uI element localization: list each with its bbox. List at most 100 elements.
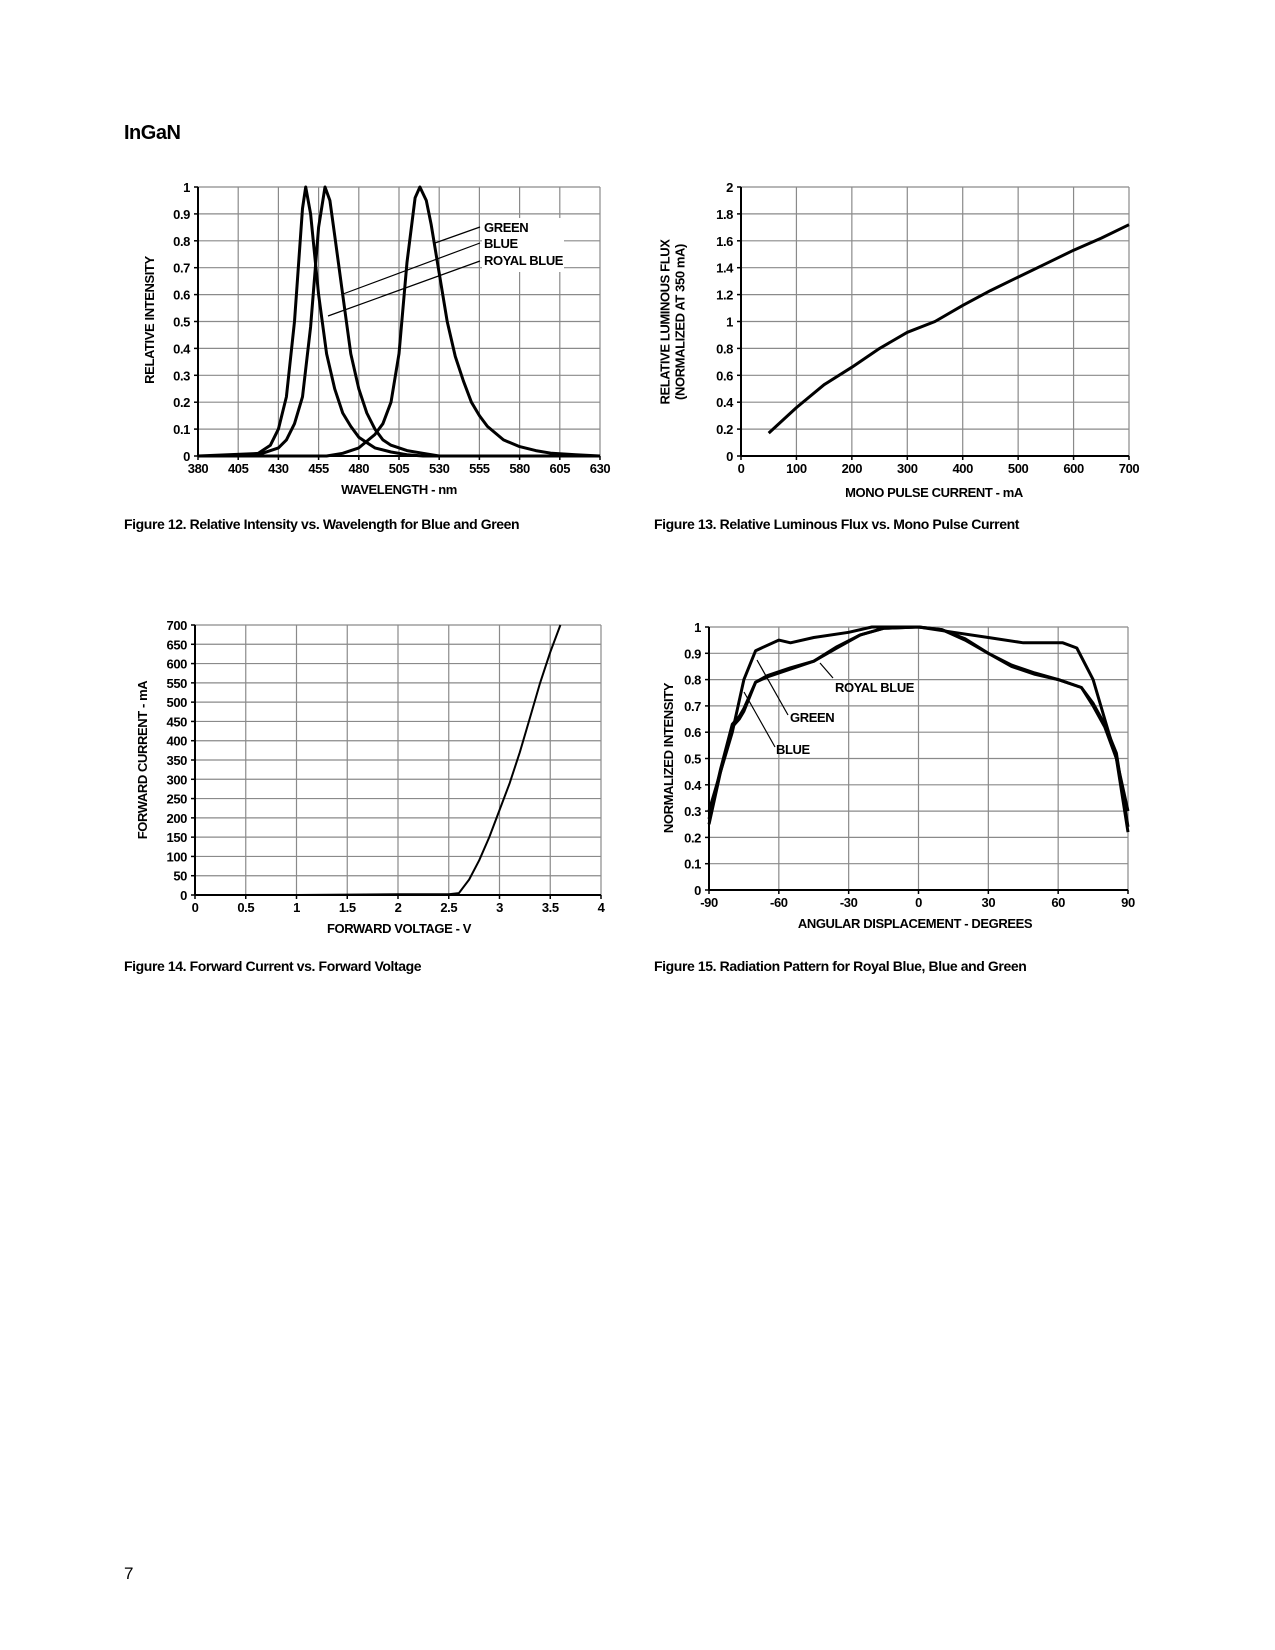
y-tick-label: 0.2 xyxy=(173,395,190,410)
x-tick-label: 480 xyxy=(349,461,370,476)
figure-12-caption: Figure 12. Relative Intensity vs. Wavele… xyxy=(124,516,520,532)
x-tick-label: 630 xyxy=(590,461,611,476)
x-tick-label: 700 xyxy=(1119,461,1140,476)
legend-label: ROYAL BLUE xyxy=(484,253,564,268)
x-tick-label: 90 xyxy=(1121,895,1135,910)
y-tick-label: 0.2 xyxy=(684,830,701,845)
x-tick-label: 0.5 xyxy=(237,900,254,915)
y-tick-label: 0.5 xyxy=(173,315,190,330)
y-tick-label: 0.7 xyxy=(684,699,701,714)
y-tick-label: 0.6 xyxy=(684,725,701,740)
legend-leader-line xyxy=(434,226,481,244)
legend-leader-line xyxy=(342,242,481,295)
x-tick-label: 380 xyxy=(188,461,209,476)
x-tick-label: -90 xyxy=(700,895,718,910)
y-tick-label: 350 xyxy=(167,753,188,768)
x-tick-label: 400 xyxy=(952,461,973,476)
y-tick-label: 0.6 xyxy=(716,368,733,383)
y-tick-label: 0.7 xyxy=(173,261,190,276)
legend-label: GREEN xyxy=(790,710,834,725)
y-tick-label: 100 xyxy=(167,849,188,864)
x-tick-label: 0 xyxy=(192,900,199,915)
y-tick-label: 1 xyxy=(726,315,733,330)
x-tick-label: 605 xyxy=(550,461,571,476)
y-tick-label: 600 xyxy=(167,657,188,672)
legend-label: BLUE xyxy=(484,236,519,251)
x-tick-label: 455 xyxy=(308,461,329,476)
x-tick-label: 0 xyxy=(915,895,922,910)
y-tick-label: 0.4 xyxy=(173,341,191,356)
page-number: 7 xyxy=(124,1564,134,1583)
x-tick-label: 505 xyxy=(389,461,410,476)
y-tick-label: 0.3 xyxy=(684,804,701,819)
y-tick-label: 0.1 xyxy=(684,857,701,872)
x-tick-label: 300 xyxy=(897,461,918,476)
x-axis-label: MONO PULSE CURRENT - mA xyxy=(845,485,1024,500)
chart-1: 380 405 430 455 480 505 530 555 580 605 630 0 0.1 0.2… xyxy=(142,180,611,497)
y-axis-label: (NORMALIZED AT 350 mA) xyxy=(673,244,688,400)
legend-label: ROYAL BLUE xyxy=(835,680,915,695)
x-tick-label: 500 xyxy=(1008,461,1029,476)
x-tick-label: -30 xyxy=(840,895,858,910)
y-tick-label: 0.5 xyxy=(684,752,701,767)
y-tick-label: 0 xyxy=(180,888,187,903)
x-tick-label: 100 xyxy=(786,461,807,476)
series-blue xyxy=(197,185,600,458)
legend-leader-line xyxy=(743,691,776,748)
y-tick-label: 400 xyxy=(167,734,188,749)
x-tick-label: 0 xyxy=(738,461,745,476)
y-tick-label: 550 xyxy=(167,676,188,691)
y-tick-label: 0.6 xyxy=(173,288,190,303)
x-tick-label: 580 xyxy=(509,461,530,476)
y-tick-label: 50 xyxy=(173,869,187,884)
y-tick-label: 300 xyxy=(167,772,188,787)
y-axis-label: NORMALIZED INTENSITY xyxy=(661,682,676,833)
section-title: InGaN xyxy=(124,122,181,144)
chart-2: 0 100 200 300 400 500 600 700 0 0.2 0.4 0.6 0.8 1 1.2 1… xyxy=(658,180,1140,500)
x-axis-label: WAVELENGTH - nm xyxy=(341,482,457,497)
x-tick-label: 600 xyxy=(1063,461,1084,476)
y-tick-label: 450 xyxy=(167,714,188,729)
x-tick-label: 405 xyxy=(228,461,249,476)
y-tick-label: 0 xyxy=(694,883,701,898)
series-current xyxy=(296,624,562,896)
y-tick-label: 700 xyxy=(167,618,188,633)
y-tick-label: 0.9 xyxy=(684,646,701,661)
y-tick-label: 1.6 xyxy=(716,234,733,249)
y-tick-label: 0.8 xyxy=(173,234,190,249)
figure-15-caption: Figure 15. Radiation Pattern for Royal B… xyxy=(654,958,1027,974)
x-tick-label: -60 xyxy=(770,895,788,910)
y-axis-label: RELATIVE INTENSITY xyxy=(142,255,157,383)
y-tick-label: 650 xyxy=(167,637,188,652)
x-tick-label: 555 xyxy=(469,461,490,476)
x-tick-label: 430 xyxy=(268,461,289,476)
figure-13-caption: Figure 13. Relative Luminous Flux vs. Mo… xyxy=(654,516,1020,532)
x-axis-label: ANGULAR DISPLACEMENT - DEGREES xyxy=(798,916,1033,931)
x-tick-label: 2 xyxy=(395,900,402,915)
chart-3: 0 0.5 1 1.5 2 2.5 3 3.5 4 0 50 100 150 200 250 300 350 40… xyxy=(135,618,606,936)
legend-label: GREEN xyxy=(484,220,528,235)
y-tick-label: 500 xyxy=(167,695,188,710)
y-axis-label: RELATIVE LUMINOUS FLUX xyxy=(658,239,673,405)
y-tick-label: 250 xyxy=(167,792,188,807)
series-flux xyxy=(767,223,1130,435)
y-tick-label: 1 xyxy=(694,620,701,635)
y-tick-label: 0.2 xyxy=(716,422,733,437)
y-tick-label: 200 xyxy=(167,811,188,826)
y-tick-label: 1.4 xyxy=(716,261,734,276)
y-tick-label: 0.8 xyxy=(716,341,733,356)
series-royal-blue xyxy=(707,625,1130,828)
legend-background xyxy=(482,218,564,272)
x-tick-label: 30 xyxy=(981,895,995,910)
y-axis-label: FORWARD CURRENT - mA xyxy=(135,680,150,840)
y-tick-label: 0 xyxy=(183,449,190,464)
x-tick-label: 1 xyxy=(293,900,300,915)
y-tick-label: 0 xyxy=(726,449,733,464)
y-tick-label: 0.4 xyxy=(684,778,702,793)
y-tick-label: 0.4 xyxy=(716,395,734,410)
figure-14-caption: Figure 14. Forward Current vs. Forward V… xyxy=(124,958,422,974)
x-tick-label: 3 xyxy=(496,900,503,915)
x-tick-label: 60 xyxy=(1051,895,1065,910)
y-tick-label: 0.8 xyxy=(684,673,701,688)
